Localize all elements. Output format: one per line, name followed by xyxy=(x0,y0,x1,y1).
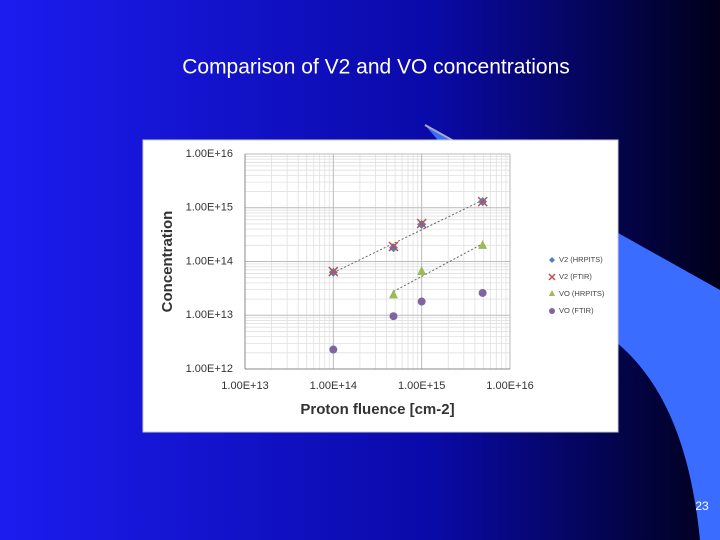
y-tick-label: 1.00E+16 xyxy=(186,148,233,160)
x-axis-label: Proton fluence [cm-2] xyxy=(300,401,454,418)
legend-label: V2 (HRPITS) xyxy=(559,255,603,264)
marker xyxy=(389,289,399,299)
marker xyxy=(416,218,427,229)
chart-panel xyxy=(142,139,619,433)
x-tick-label: 1.00E+13 xyxy=(221,380,268,392)
legend-marker xyxy=(549,290,555,296)
y-tick-label: 1.00E+12 xyxy=(186,363,233,375)
chart: 1.00E+12 1.00E+13 1.00E+14 1.00E+15 1.00E+16… xyxy=(159,148,605,418)
marker xyxy=(417,297,426,306)
y-tick-label: 1.00E+14 xyxy=(186,255,233,267)
marker xyxy=(417,266,427,276)
marker xyxy=(477,196,488,207)
marker xyxy=(329,345,338,354)
marker xyxy=(328,266,339,277)
page-number: 23 xyxy=(695,499,709,513)
legend-marker xyxy=(549,308,555,314)
marker xyxy=(389,312,398,321)
marker xyxy=(389,243,399,253)
legend-marker xyxy=(548,273,556,281)
legend-label: V2 (FTIR) xyxy=(559,272,592,281)
trendline xyxy=(393,243,483,292)
legend-label: VO (FTIR) xyxy=(559,306,594,315)
slide-title: Comparison of V2 and VO concentrations xyxy=(182,56,570,79)
y-tick-label: 1.00E+13 xyxy=(186,309,233,321)
legend-marker xyxy=(549,257,555,263)
x-tick-label: 1.00E+16 xyxy=(486,380,533,392)
marker xyxy=(478,288,487,297)
y-tick-label: 1.00E+15 xyxy=(186,202,233,214)
x-tick-label: 1.00E+14 xyxy=(310,380,357,392)
y-axis-label: Concentration xyxy=(159,211,176,313)
marker xyxy=(388,241,399,252)
x-tick-label: 1.00E+15 xyxy=(398,380,445,392)
legend-label: VO (HRPITS) xyxy=(559,289,605,298)
marker xyxy=(478,239,488,249)
